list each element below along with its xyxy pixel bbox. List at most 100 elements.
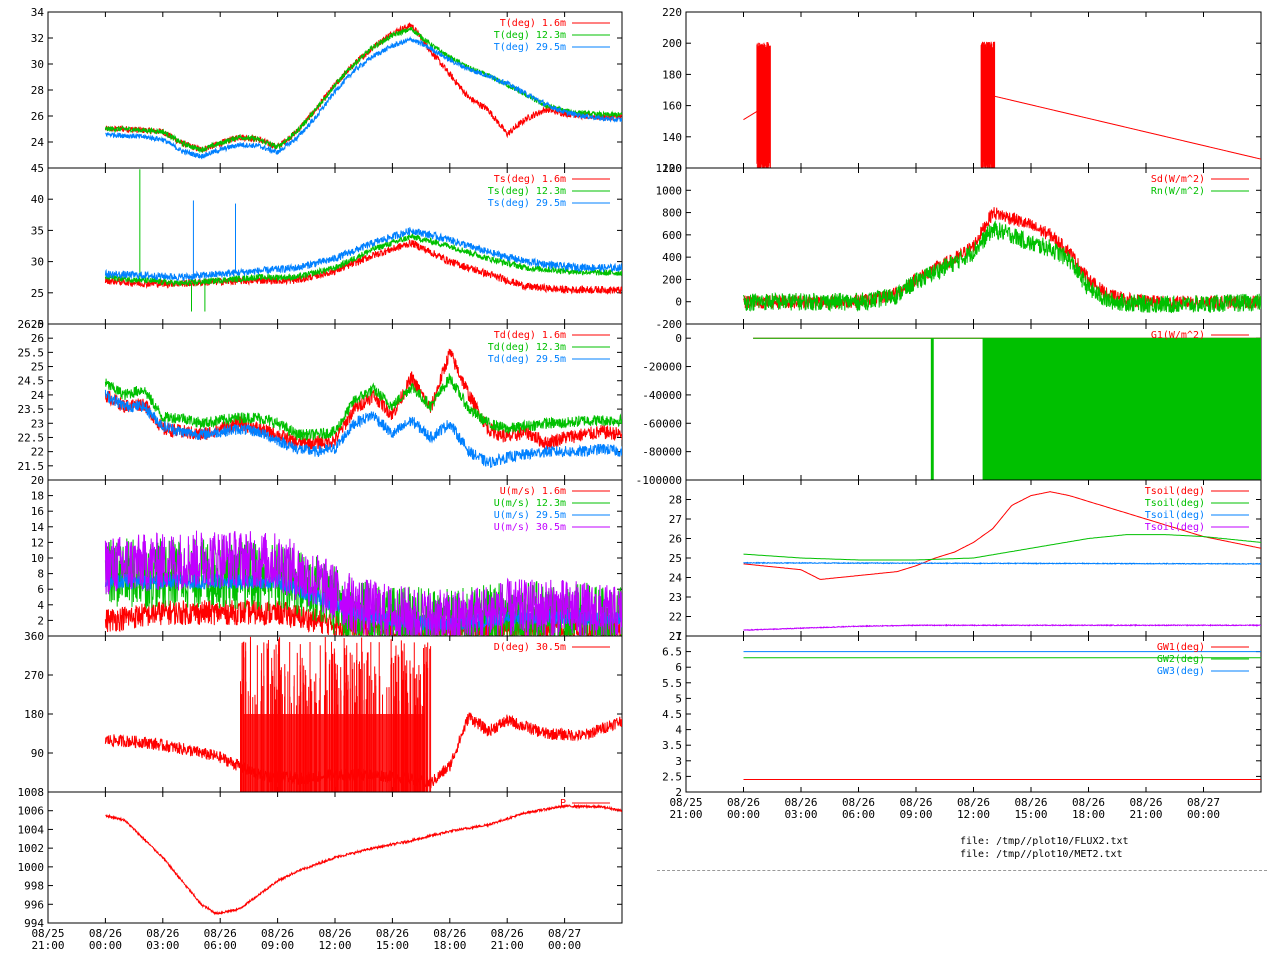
- y-tick-label: 24.5: [18, 375, 45, 388]
- legend-label: Sd(W/m^2): [1151, 174, 1205, 185]
- y-tick-label: 23: [669, 591, 682, 604]
- x-tick-label: 12:00: [318, 939, 351, 952]
- x-tick-label: 12:00: [957, 808, 990, 821]
- legend-label: Tsoil(deg): [1145, 522, 1205, 533]
- plot-area: [104, 530, 622, 636]
- y-tick-label: 600: [662, 229, 682, 242]
- series-line: [104, 389, 622, 468]
- series-line: [104, 373, 622, 441]
- y-tick-label: 18: [31, 490, 44, 503]
- y-tick-label: 996: [24, 898, 44, 911]
- series-line: [994, 95, 1261, 160]
- legend-label: U(m/s) 29.5m: [494, 510, 566, 521]
- x-tick-label: 00:00: [89, 939, 122, 952]
- y-tick-label: 28: [669, 494, 682, 507]
- y-tick-label: 26: [669, 533, 682, 546]
- plot-area: [743, 41, 1261, 168]
- x-tick-label: 08/26: [318, 927, 351, 940]
- legend-label: Ts(deg) 29.5m: [488, 198, 566, 209]
- plot-area: [743, 651, 1261, 780]
- y-tick-label: 3.5: [662, 739, 682, 752]
- x-tick-label: 08/26: [204, 927, 237, 940]
- y-tick-label: 21.5: [18, 460, 45, 473]
- x-tick-label: 00:00: [548, 939, 581, 952]
- file-path-met: file: /tmp//plot10/MET2.txt: [960, 849, 1123, 860]
- x-tick-label: 08/26: [376, 927, 409, 940]
- panel-Sd: -200 0 200 400 600 800 1000 1200 Sd(W/m^2)Rn(W/m…: [656, 162, 1262, 331]
- legend-label: T(deg) 12.3m: [494, 30, 566, 41]
- x-tick-label: 08/26: [784, 796, 817, 809]
- y-tick-label: 25: [31, 361, 44, 374]
- y-tick-label: 140: [662, 131, 682, 144]
- y-tick-label: 10: [31, 552, 44, 565]
- x-tick-label: 21:00: [491, 939, 524, 952]
- y-tick-label: 3: [675, 755, 682, 768]
- x-tick-label: 08/26: [1129, 796, 1162, 809]
- y-tick-label: 34: [31, 6, 45, 19]
- panel-Tsoil: 2122232425262728Tsoil(deg)Tsoil(deg)Tsoi…: [669, 479, 1262, 643]
- y-tick-label: 30: [31, 256, 44, 269]
- y-tick-label: 26.5: [18, 318, 45, 331]
- y-tick-label: 0: [675, 332, 682, 345]
- x-tick-label: 03:00: [146, 939, 179, 952]
- x-tick-label: 08/26: [899, 796, 932, 809]
- panel-T: 24 26 28 30 32 34 T(deg) 1.6mT(deg) 12.3mT(deg…: [31, 6, 623, 169]
- y-tick-label: 1004: [18, 823, 45, 836]
- y-tick-label: -40000: [642, 389, 682, 402]
- y-tick-label: 90: [31, 747, 44, 760]
- series-line: [743, 110, 759, 121]
- y-tick-label: 200: [662, 37, 682, 50]
- y-tick-label: 6: [675, 661, 682, 674]
- series-line: [104, 27, 622, 154]
- legend-label: Ts(deg) 12.3m: [488, 186, 566, 197]
- y-tick-label: 8: [37, 568, 44, 581]
- panel-frame: [685, 11, 1262, 169]
- x-tick-label: 18:00: [1072, 808, 1105, 821]
- y-tick-label: 1000: [18, 861, 45, 874]
- y-tick-label: 25.5: [18, 346, 45, 359]
- plot-area: [743, 491, 1261, 632]
- y-tick-label: 21: [669, 630, 682, 643]
- x-tick-label: 21:00: [669, 808, 702, 821]
- y-tick-label: 998: [24, 880, 44, 893]
- y-tick-label: 5.5: [662, 677, 682, 690]
- x-tick-label: 21:00: [1129, 808, 1162, 821]
- legend-label: D(deg) 30.5m: [494, 642, 566, 653]
- plot-area: [753, 337, 1261, 480]
- panel-D: 90 180 270 360 D(deg) 30.5m: [24, 630, 623, 793]
- x-tick-label: 21:00: [31, 939, 64, 952]
- legend-label: U(m/s) 1.6m: [500, 486, 566, 497]
- y-tick-label: 200: [662, 273, 682, 286]
- y-tick-label: 4.5: [662, 708, 682, 721]
- x-tick-label: 15:00: [376, 939, 409, 952]
- panel-P: 994 996 998 1000 1002 1004 1006 1008 P: [18, 786, 623, 930]
- y-tick-label: 14: [31, 521, 45, 534]
- y-tick-label: 45: [31, 162, 44, 175]
- x-tick-label: 09:00: [899, 808, 932, 821]
- legend-label: G2(W/m^2): [1151, 342, 1205, 353]
- y-tick-label: 1200: [656, 162, 683, 175]
- x-tick-label: 08/26: [1014, 796, 1047, 809]
- legend-label: GW3(deg): [1157, 666, 1205, 677]
- dashed-separator: [657, 870, 1267, 871]
- y-tick-label: 1008: [18, 786, 45, 799]
- series-dense-band: [243, 714, 425, 792]
- x-tick-label: 06:00: [204, 939, 237, 952]
- y-tick-label: 23: [31, 417, 44, 430]
- y-tick-label: 22: [31, 446, 44, 459]
- y-tick-label: 6: [37, 583, 44, 596]
- file-list: file: /tmp//plot10/FLUX2.txt file: /tmp/…: [960, 835, 1260, 861]
- legend-label: Ts(deg) 1.6m: [494, 174, 566, 185]
- plot-area: [104, 169, 622, 312]
- plot-area: [743, 207, 1261, 314]
- y-tick-label: 40: [31, 193, 44, 206]
- y-tick-label: 23.5: [18, 403, 45, 416]
- series-line: [104, 530, 622, 636]
- y-tick-label: 20: [31, 474, 44, 487]
- legend-label: Tsoil(deg): [1145, 498, 1205, 509]
- panel-Lys: 120 140 160 180 200 220: [662, 6, 1262, 175]
- series-dense-band: [1031, 338, 1261, 480]
- x-tick-label: 08/26: [146, 927, 179, 940]
- series-line: [743, 491, 1261, 580]
